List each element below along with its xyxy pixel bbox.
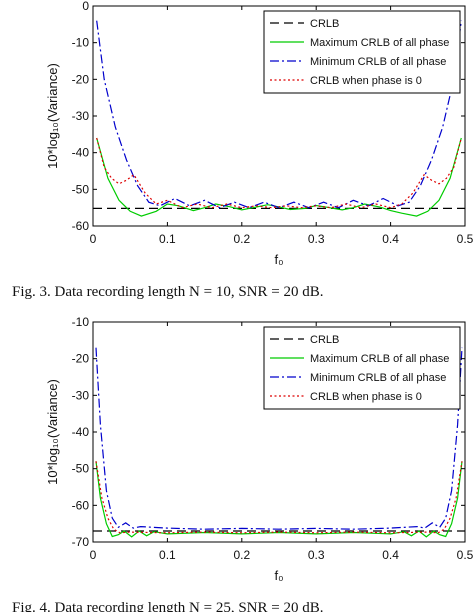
y-tick-label: -50 (72, 182, 90, 196)
x-tick-label: 0.2 (233, 232, 250, 246)
y-tick-label: -60 (72, 498, 90, 512)
y-tick-label: -10 (72, 315, 90, 329)
legend-entry: Maximum CRLB of all phase (310, 353, 449, 365)
series-line-crlb-when-phase-is-0 (96, 137, 462, 209)
legend-entry: Minimum CRLB of all phase (310, 372, 446, 384)
series-line-minimum-crlb-of-all-phase (96, 20, 462, 209)
y-axis-label: 10*log₁₀(Variance) (45, 63, 60, 169)
x-axis-label: f₀ (274, 252, 283, 267)
x-tick-label: 0.5 (457, 232, 474, 246)
series-line-crlb-when-phase-is-0 (95, 461, 463, 534)
y-tick-label: -50 (72, 462, 90, 476)
y-tick-label: -10 (72, 36, 90, 50)
y-tick-label: -30 (72, 109, 90, 123)
y-axis-label: 10*log₁₀(Variance) (45, 379, 60, 485)
x-axis-label: f₀ (274, 568, 283, 583)
legend-box (263, 10, 461, 94)
legend-entry: CRLB (310, 18, 339, 30)
y-tick-label: -20 (72, 352, 90, 366)
x-tick-label: 0.5 (457, 548, 474, 562)
x-tick-label: 0.1 (159, 548, 176, 562)
figure-caption: Fig. 4. Data recording length N = 25, SN… (12, 600, 323, 612)
x-tick-label: 0 (90, 232, 97, 246)
x-tick-label: 0 (90, 548, 97, 562)
legend-entry: Maximum CRLB of all phase (310, 37, 449, 49)
legend-entry: CRLB when phase is 0 (310, 391, 422, 403)
x-tick-label: 0.3 (308, 548, 325, 562)
y-tick-label: -20 (72, 72, 90, 86)
y-tick-label: -70 (72, 535, 90, 549)
legend-entry: CRLB (310, 334, 339, 346)
legend-entry: CRLB when phase is 0 (310, 75, 422, 87)
series-line-minimum-crlb-of-all-phase (95, 347, 463, 530)
x-tick-label: 0.4 (382, 232, 399, 246)
figure-caption: Fig. 3. Data recording length N = 10, SN… (12, 284, 323, 300)
series-line-maximum-crlb-of-all-phase (95, 461, 463, 538)
chart-3: 0 0.1 0.2 0.3 0.4 0.5 0 -10 -20 -30 -40 -50 -60 f₀ 10*… (12, 0, 474, 300)
legend-box (263, 326, 461, 410)
series-line-maximum-crlb-of-all-phase (96, 137, 462, 217)
y-tick-label: -30 (72, 388, 90, 402)
y-tick-label: 0 (82, 0, 89, 13)
x-tick-label: 0.3 (308, 232, 325, 246)
legend: CRLB Maximum CRLB of all phase Minimum CRL… (263, 326, 461, 410)
y-tick-label: -40 (72, 425, 90, 439)
legend: CRLB Maximum CRLB of all phase Minimum CRL… (263, 10, 461, 94)
chart-4: 0 0.1 0.2 0.3 0.4 0.5 -10 -20 -30 -40 -50 -60 -70 f₀ 1… (12, 315, 474, 612)
y-tick-label: -60 (72, 219, 90, 233)
y-tick-label: -40 (72, 146, 90, 160)
x-tick-label: 0.1 (159, 232, 176, 246)
x-tick-label: 0.2 (233, 548, 250, 562)
legend-entry: Minimum CRLB of all phase (310, 56, 446, 68)
x-tick-label: 0.4 (382, 548, 399, 562)
